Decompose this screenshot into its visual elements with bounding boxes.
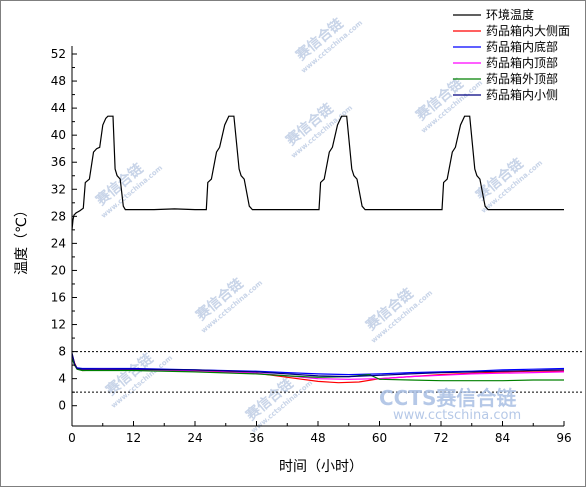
legend-label: 药品箱内大侧面 — [486, 23, 570, 38]
y-tick-label: 52 — [51, 47, 66, 61]
y-tick-label: 16 — [51, 290, 66, 304]
series-line — [71, 115, 564, 230]
series-line — [71, 358, 564, 382]
x-tick-label: 72 — [433, 431, 448, 445]
legend-label: 药品箱内小侧 — [486, 87, 558, 102]
y-tick-label: 40 — [51, 128, 66, 142]
reference-lines — [72, 351, 584, 393]
y-tick-label: 44 — [51, 101, 66, 115]
y-tick-label: 4 — [58, 372, 66, 386]
y-tick-label: 36 — [51, 155, 66, 169]
legend-label: 药品箱外顶部 — [486, 71, 558, 86]
y-tick-label: 32 — [51, 182, 66, 196]
x-axis-label: 时间（小时） — [279, 459, 363, 475]
y-tick-label: 20 — [51, 263, 66, 277]
y-tick-label: 0 — [58, 399, 66, 413]
series-line — [71, 356, 565, 376]
watermark-logo-url: www.cctschina.com — [393, 408, 521, 423]
x-tick-label: 36 — [249, 431, 264, 445]
series-layer — [71, 115, 565, 384]
x-tick-label: 12 — [126, 431, 141, 445]
watermark-logo-text: CCTS赛信合链 — [379, 386, 517, 410]
y-tick-label: 28 — [51, 209, 66, 223]
series-line — [71, 352, 565, 378]
legend-label: 药品箱内顶部 — [486, 55, 558, 70]
watermark-logo: CCTS赛信合链 www.cctschina.com — [379, 386, 521, 423]
x-tick-label: 84 — [495, 431, 510, 445]
y-tick-label: 8 — [58, 345, 66, 359]
y-axis-label: 温度（℃） — [14, 203, 30, 275]
legend-label: 药品箱内底部 — [486, 39, 558, 54]
y-tick-label: 48 — [51, 74, 66, 88]
x-tick-label: 96 — [556, 431, 571, 445]
y-tick-label: 24 — [51, 236, 66, 250]
x-tick-label: 48 — [310, 431, 325, 445]
legend-label: 环境温度 — [486, 7, 534, 22]
y-tick-label: 12 — [51, 318, 66, 332]
x-tick-label: 60 — [372, 431, 387, 445]
x-tick-label: 0 — [68, 431, 76, 445]
x-tick-label: 24 — [187, 431, 202, 445]
